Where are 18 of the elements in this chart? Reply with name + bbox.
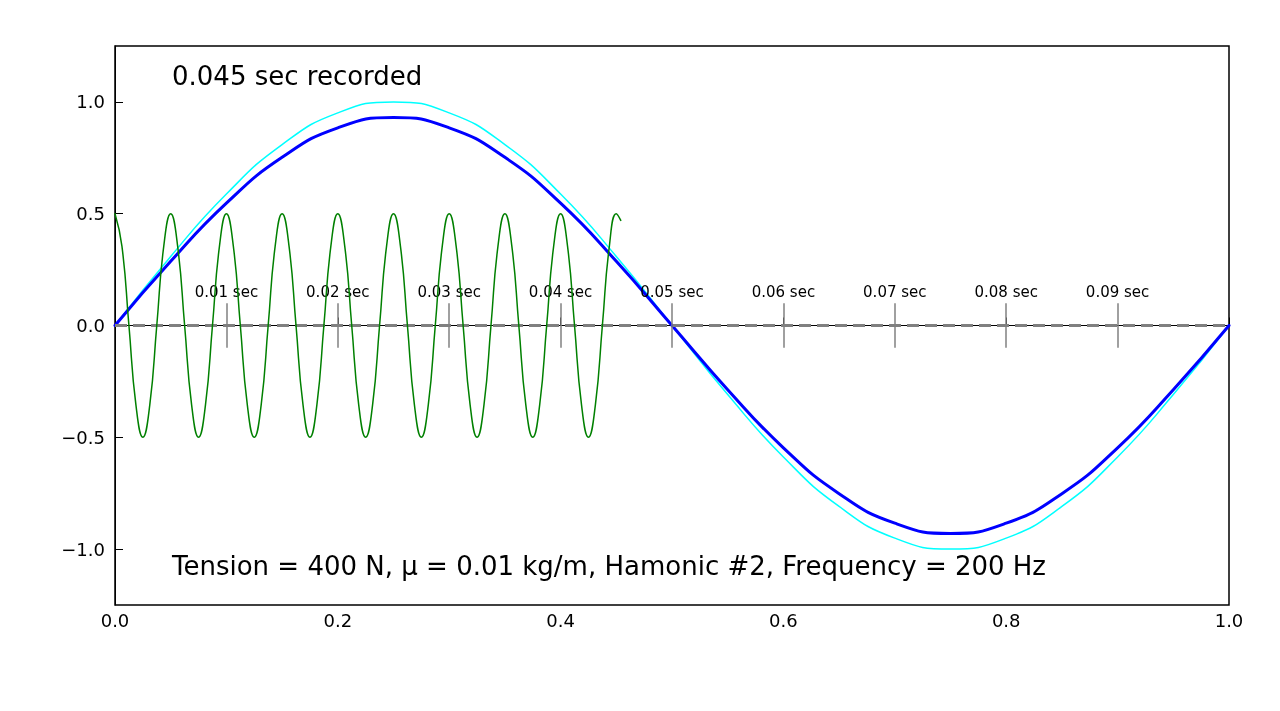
annotation: 0.08 sec	[974, 282, 1038, 301]
annotation: 0.06 sec	[751, 282, 816, 301]
line-series	[114, 212, 622, 439]
x-tick-label: 0.4	[546, 609, 575, 631]
y-tick-label: −0.5	[61, 426, 105, 448]
x-tick-label: 1.0	[1214, 609, 1244, 631]
x-tick-label: 0.0	[100, 609, 130, 631]
annotation: Tension = 400 N, μ = 0.01 kg/m, Hamonic #2, Frequency = 200 Hz	[171, 551, 1047, 581]
annotation: 0.09 sec	[1085, 282, 1150, 301]
annotation: 0.045 sec recorded	[172, 61, 423, 91]
y-tick-label: −1.0	[61, 538, 105, 560]
x-tick-label: 0.2	[323, 609, 353, 631]
annotation: 0.07 sec	[863, 282, 927, 301]
x-tick-label: 0.8	[991, 609, 1021, 631]
x-tick-label: 0.6	[769, 609, 798, 631]
y-tick-label: 0.0	[76, 315, 105, 336]
y-tick-label: 0.5	[76, 203, 105, 225]
y-tick-label: 1.0	[76, 91, 105, 113]
